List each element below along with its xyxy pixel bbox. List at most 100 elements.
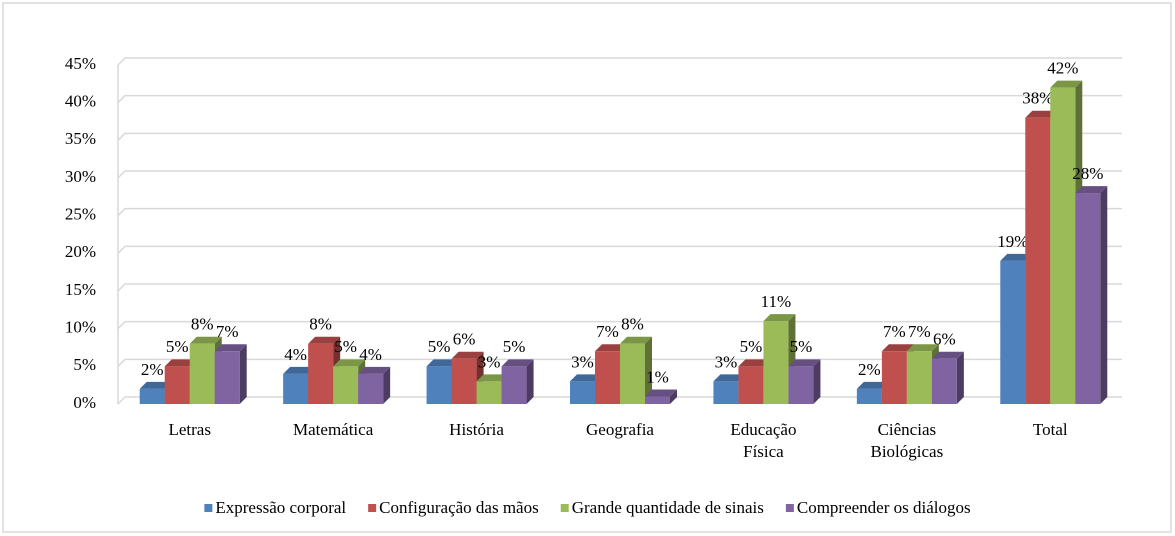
bar: [358, 366, 391, 404]
data-label: 8%: [621, 315, 644, 334]
legend-swatch: [204, 504, 213, 512]
data-label: 19%: [997, 232, 1028, 251]
data-label: 8%: [309, 315, 332, 334]
y-tick-label: 5%: [73, 355, 96, 374]
data-label: 6%: [453, 330, 476, 349]
bar-top: [763, 314, 796, 322]
grid-line: [117, 94, 1122, 104]
y-tick-label: 30%: [65, 167, 96, 186]
y-tick-label: 35%: [65, 129, 96, 148]
bar-side: [1100, 186, 1108, 404]
grid-line: [117, 245, 1122, 254]
grid-line: [117, 207, 1122, 217]
data-label: 6%: [933, 330, 956, 349]
bar-side: [645, 336, 652, 404]
bar-front: [620, 343, 645, 404]
bar-front: [738, 366, 764, 404]
bar-top: [308, 336, 341, 344]
y-tick-label: 20%: [65, 242, 96, 261]
bar-front: [1075, 193, 1101, 404]
data-label: 3%: [715, 352, 738, 371]
bar-top: [214, 344, 247, 352]
legend-label: Expressão corporal: [215, 498, 346, 517]
legend-label: Compreender os diálogos: [797, 498, 971, 517]
bar-front: [501, 366, 527, 404]
bar-front: [189, 343, 215, 404]
data-label: 3%: [478, 352, 501, 371]
data-label: 8%: [191, 315, 214, 334]
bar: [931, 351, 964, 404]
bar-front: [214, 351, 240, 404]
bar-front: [1050, 87, 1076, 404]
bar-front: [570, 381, 595, 404]
bar-front: [451, 358, 477, 404]
bar-top: [881, 344, 914, 352]
x-tick-label: Ciências Biológicas: [870, 420, 944, 461]
bar-front: [358, 373, 384, 404]
bar-front: [856, 388, 882, 404]
x-tick-label: Geografia: [586, 420, 654, 439]
y-tick-label: 25%: [65, 205, 96, 224]
y-tick-label: 45%: [65, 54, 96, 73]
y-tick-label: 15%: [65, 280, 96, 299]
data-label: 5%: [428, 337, 451, 356]
x-tick-label: Educação Física: [730, 420, 797, 461]
bar-top: [931, 351, 964, 359]
x-tick-label: Letras: [168, 420, 211, 439]
legend-label: Grande quantidade de sinais: [572, 498, 764, 517]
bar-front: [931, 358, 957, 404]
grid-line: [117, 170, 1122, 179]
grid-line: [117, 283, 1122, 292]
data-label: 11%: [761, 292, 792, 311]
bar-side: [956, 351, 964, 404]
y-tick-label: 40%: [65, 92, 96, 111]
data-label: 38%: [1022, 89, 1053, 108]
y-tick-label: 0%: [73, 393, 96, 412]
grid-line: [117, 132, 1122, 141]
bar-front: [308, 343, 334, 404]
bar: [645, 389, 677, 404]
x-tick-label: Total: [1032, 420, 1068, 439]
bar-top: [788, 359, 821, 367]
data-label: 3%: [571, 352, 594, 371]
data-label: 28%: [1072, 164, 1103, 183]
bar-side: [526, 359, 534, 404]
bar-top: [738, 359, 771, 367]
data-label: 2%: [858, 360, 881, 379]
bar-front: [333, 366, 359, 404]
bar-front: [139, 388, 165, 404]
bar-front: [788, 366, 814, 404]
bar-top: [333, 359, 366, 367]
legend-swatch: [560, 504, 569, 512]
x-tick-label: Matemática: [293, 420, 374, 439]
bar-side: [383, 366, 391, 404]
bar-top: [1050, 80, 1083, 88]
data-label: 5%: [740, 337, 763, 356]
legend-swatch: [368, 504, 377, 512]
data-label: 5%: [334, 337, 357, 356]
bar-top: [856, 381, 889, 389]
bar-side: [670, 389, 677, 404]
legend-swatch: [785, 504, 794, 512]
bar-top: [620, 336, 652, 344]
bar-front: [283, 373, 309, 404]
bar-top: [713, 374, 746, 382]
bar-top: [451, 351, 484, 359]
bar-top: [189, 336, 222, 344]
grid-line: [117, 57, 1122, 66]
bar-top: [570, 374, 602, 382]
bar-top: [1000, 253, 1033, 261]
bar: [620, 336, 652, 404]
bar-front: [645, 396, 670, 404]
bar-front: [476, 381, 502, 404]
data-label: 42%: [1047, 59, 1078, 78]
bar-top: [595, 344, 627, 352]
data-label: 4%: [359, 345, 382, 364]
bar-front: [763, 321, 789, 404]
bar-top: [358, 366, 391, 374]
data-label: 1%: [646, 367, 669, 386]
y-tick-label: 10%: [65, 318, 96, 337]
